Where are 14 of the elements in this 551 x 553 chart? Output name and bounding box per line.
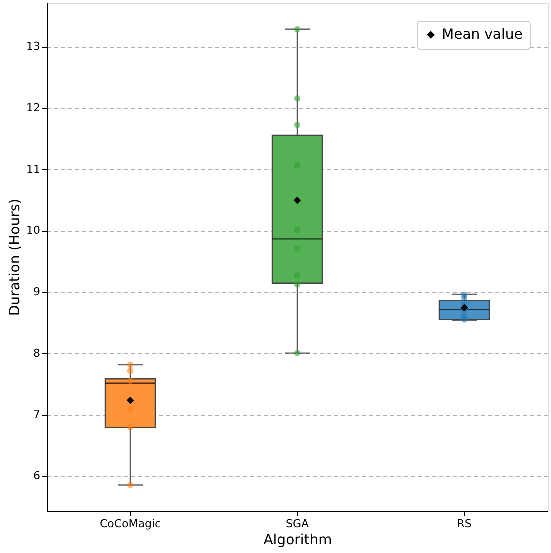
y-tick-label: 12 [26,101,40,114]
legend-label: Mean value [442,27,523,43]
y-tick-label: 10 [26,224,40,238]
y-tick-label: 11 [26,162,40,176]
y-tick-label: 6 [34,470,40,483]
y-axis-title: Duration (Hours) [8,198,24,316]
x-tick-label: CoCoMagic [100,518,162,530]
y-tick-label: 13 [26,40,40,54]
y-tick-label: 8 [34,346,40,360]
x-tick-label: RS [457,518,472,530]
x-tick-label: SGA [286,518,310,530]
y-tick-label: 9 [34,285,40,298]
y-tick-label: 7 [34,408,40,422]
x-axis-title: Algorithm [264,532,332,548]
